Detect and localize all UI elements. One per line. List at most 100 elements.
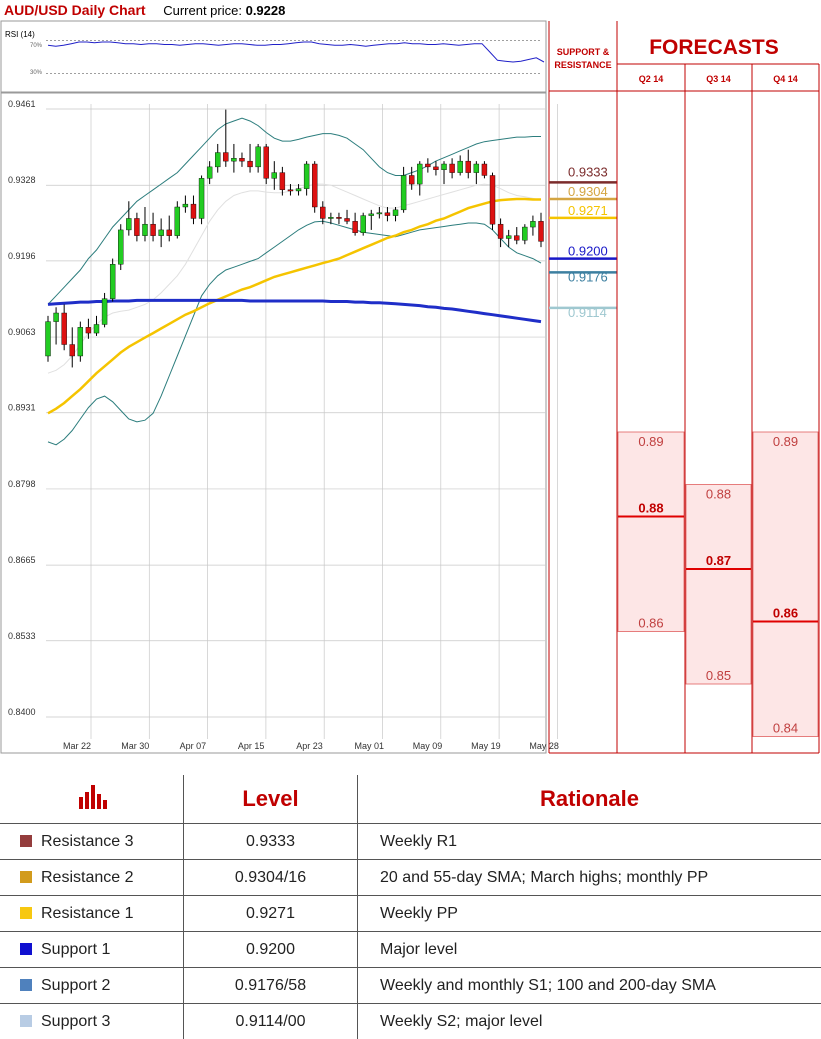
forecast-low-label: 0.86 (638, 616, 663, 631)
level-rationale: Major level (358, 932, 821, 968)
candle-body (514, 236, 519, 241)
price-panel-frame (1, 93, 546, 753)
sr-level-label: 0.9114 (568, 305, 607, 320)
candle-body (401, 175, 406, 209)
level-name-cell: Support 3 (0, 1004, 184, 1039)
candle-body (442, 164, 447, 170)
forecast-median-label: 0.87 (706, 553, 731, 568)
level-value: 0.9333 (184, 824, 358, 860)
color-swatch (20, 907, 32, 919)
candle-body (78, 327, 83, 356)
level-name-cell: Resistance 3 (0, 824, 184, 860)
candle-body (199, 178, 204, 218)
forex-chart: RSI (14)70%30%0.94610.93280.91960.90630.… (0, 0, 821, 760)
level-name: Resistance 2 (41, 869, 134, 886)
candle-body (207, 167, 212, 178)
x-tick-label: May 19 (471, 741, 501, 751)
candle-body (256, 147, 261, 167)
candle-body (369, 214, 374, 216)
y-tick-label: 0.8931 (8, 403, 36, 413)
candle-body (264, 147, 269, 179)
color-swatch (20, 835, 32, 847)
forecasts-title: FORECASTS (649, 36, 779, 59)
candle-body (458, 161, 463, 172)
candle-body (86, 327, 91, 333)
candle-body (142, 224, 147, 235)
level-value: 0.9271 (184, 896, 358, 932)
candle-body (62, 313, 67, 345)
x-tick-label: May 28 (529, 741, 559, 751)
candle-body (191, 204, 196, 218)
color-swatch (20, 871, 32, 883)
candle-body (345, 218, 350, 221)
y-tick-label: 0.8400 (8, 707, 36, 717)
level-name: Support 2 (41, 977, 110, 994)
x-tick-label: May 09 (413, 741, 443, 751)
candle-body (530, 221, 535, 227)
sr-level-label: 0.9271 (568, 203, 608, 218)
color-swatch (20, 943, 32, 955)
candle-body (126, 218, 131, 229)
forecast-low-label: 0.85 (706, 668, 731, 683)
x-tick-label: Apr 07 (180, 741, 207, 751)
level-value: 0.9304/16 (184, 860, 358, 896)
candle-body (409, 175, 414, 184)
forecast-median-label: 0.88 (638, 501, 663, 516)
level-rationale: Weekly PP (358, 896, 821, 932)
candle-body (159, 230, 164, 236)
candle-body (231, 158, 236, 161)
level-name-cell: Support 1 (0, 932, 184, 968)
level-name: Resistance 1 (41, 905, 134, 922)
level-name-cell: Support 2 (0, 968, 184, 1004)
level-value: 0.9176/58 (184, 968, 358, 1004)
rsi-lower-label: 30% (30, 70, 43, 76)
rsi-upper-label: 70% (30, 43, 43, 49)
sr-header-line2: RESISTANCE (554, 60, 611, 70)
candle-body (46, 322, 51, 356)
candle-body (474, 164, 479, 173)
forecast-median-label: 0.86 (773, 606, 798, 621)
forecast-range-box (753, 432, 818, 737)
candle-body (70, 345, 75, 356)
candle-body (248, 161, 253, 167)
rsi-label: RSI (14) (5, 30, 35, 39)
table-header-icon-cell (0, 775, 184, 824)
candle-body (490, 175, 495, 224)
y-tick-label: 0.8533 (8, 631, 36, 641)
level-value: 0.9114/00 (184, 1004, 358, 1039)
level-value: 0.9200 (184, 932, 358, 968)
sr-level-label: 0.9176 (568, 269, 608, 284)
candle-body (296, 189, 301, 191)
level-rationale: Weekly and monthly S1; 100 and 200-day S… (358, 968, 821, 1004)
candle-body (94, 324, 99, 333)
level-name: Support 1 (41, 941, 110, 958)
sr-level-label: 0.9304 (568, 184, 608, 199)
level-rationale: Weekly R1 (358, 824, 821, 860)
sr-header-line1: SUPPORT & (557, 47, 610, 57)
y-tick-label: 0.9063 (8, 327, 36, 337)
candle-body (239, 158, 244, 161)
candle-body (506, 236, 511, 239)
table-header-level: Level (184, 775, 358, 824)
candle-body (175, 207, 180, 236)
x-tick-label: Mar 22 (63, 741, 91, 751)
forecast-range-box (686, 485, 751, 685)
x-tick-label: Apr 23 (296, 741, 323, 751)
sr-level-label: 0.9333 (568, 164, 608, 179)
candle-body (223, 153, 228, 162)
candle-body (312, 164, 317, 207)
candle-body (393, 210, 398, 216)
candle-body (336, 217, 341, 218)
x-tick-label: May 01 (355, 741, 385, 751)
level-name: Support 3 (41, 1013, 110, 1030)
color-swatch (20, 1015, 32, 1027)
candle-body (328, 217, 333, 218)
candle-body (183, 204, 188, 207)
level-name-cell: Resistance 2 (0, 860, 184, 896)
candle-body (450, 164, 455, 173)
level-name-cell: Resistance 1 (0, 896, 184, 932)
